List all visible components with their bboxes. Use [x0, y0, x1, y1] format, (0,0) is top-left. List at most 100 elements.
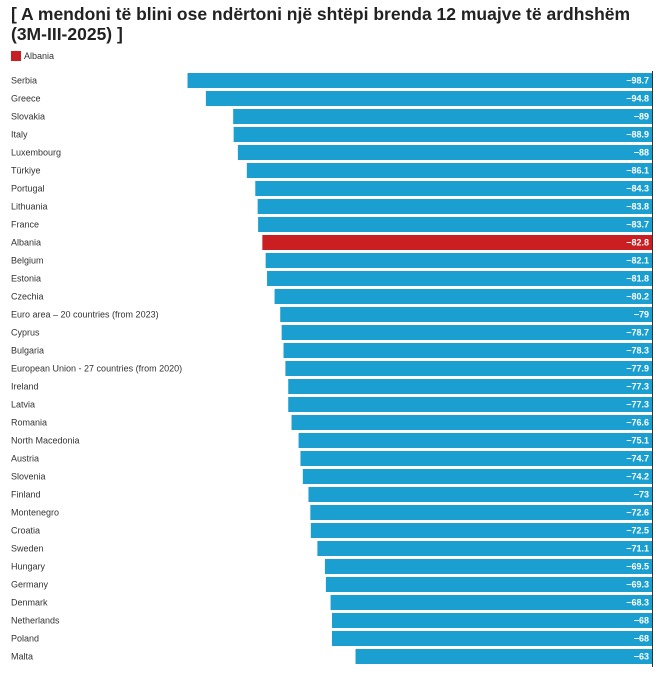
bar: [291, 415, 652, 430]
category-label: Hungary: [11, 562, 46, 572]
category-label: Latvia: [11, 400, 35, 410]
bar: [281, 325, 652, 340]
category-label: Lithuania: [11, 202, 48, 212]
data-label: −82.8: [626, 238, 649, 248]
category-label: Netherlands: [11, 616, 60, 626]
data-label: −78.3: [626, 346, 649, 356]
data-label: −89: [634, 112, 649, 122]
category-label: Montenegro: [11, 508, 59, 518]
bar: [258, 217, 652, 232]
bar: [355, 649, 652, 664]
category-label: Sweden: [11, 544, 44, 554]
bar: [274, 289, 652, 304]
category-label: Luxembourg: [11, 148, 61, 158]
category-label: Czechia: [11, 292, 44, 302]
category-label: Germany: [11, 580, 49, 590]
bar: [280, 307, 652, 322]
category-label: France: [11, 220, 39, 230]
bar: [285, 361, 652, 376]
data-label: −80.2: [626, 292, 649, 302]
bar: [317, 541, 652, 556]
data-label: −88: [634, 148, 649, 158]
bar: [257, 199, 652, 214]
category-label: Albania: [11, 238, 41, 248]
data-label: −74.7: [626, 454, 649, 464]
bar: [288, 397, 652, 412]
bar: [310, 523, 652, 538]
bar: [324, 559, 652, 574]
category-label: Türkiye: [11, 166, 41, 176]
data-label: −83.8: [626, 202, 649, 212]
data-label: −94.8: [626, 94, 649, 104]
legend-swatch-albania: [11, 51, 21, 61]
bar: [300, 451, 652, 466]
data-label: −74.2: [626, 472, 649, 482]
category-label: Belgium: [11, 256, 44, 266]
data-label: −84.3: [626, 184, 649, 194]
data-label: −82.1: [626, 256, 649, 266]
category-label: Slovakia: [11, 112, 45, 122]
bar: [255, 181, 653, 196]
data-label: −77.9: [626, 364, 649, 374]
bar: [233, 109, 652, 124]
data-label: −69.3: [626, 580, 649, 590]
data-label: −72.5: [626, 526, 649, 536]
data-label: −86.1: [626, 166, 649, 176]
category-label: Portugal: [11, 184, 45, 194]
category-label: North Macedonia: [11, 436, 80, 446]
legend: Albania: [11, 51, 54, 61]
data-label: −77.3: [626, 382, 649, 392]
category-label: Bulgaria: [11, 346, 44, 356]
bar: [262, 235, 652, 250]
category-label: European Union - 27 countries (from 2020…: [11, 364, 182, 374]
legend-label-albania: Albania: [24, 51, 55, 61]
data-label: −68: [634, 616, 649, 626]
bar: [310, 505, 652, 520]
bar: [283, 343, 652, 358]
bar: [298, 433, 652, 448]
bar: [267, 271, 652, 286]
data-label: −81.8: [626, 274, 649, 284]
data-label: −73: [634, 490, 649, 500]
bar: [330, 595, 652, 610]
bar: [331, 613, 652, 628]
data-label: −83.7: [626, 220, 649, 230]
data-label: −71.1: [626, 544, 649, 554]
category-label: Croatia: [11, 526, 40, 536]
category-label: Denmark: [11, 598, 48, 608]
data-label: −79: [634, 310, 649, 320]
data-label: −75.1: [626, 436, 649, 446]
bar: [265, 253, 652, 268]
category-label: Euro area – 20 countries (from 2023): [11, 310, 159, 320]
bar: [237, 145, 652, 160]
category-label: Finland: [11, 490, 41, 500]
category-label: Romania: [11, 418, 47, 428]
category-label: Cyprus: [11, 328, 40, 338]
category-label: Italy: [11, 130, 28, 140]
data-label: −78.7: [626, 328, 649, 338]
category-label: Estonia: [11, 274, 41, 284]
category-label: Greece: [11, 94, 41, 104]
data-label: −63: [634, 652, 649, 662]
data-label: −72.6: [626, 508, 649, 518]
bar: [205, 91, 652, 106]
category-label: Austria: [11, 454, 39, 464]
category-label: Malta: [11, 652, 33, 662]
bar: [308, 487, 652, 502]
bar: [246, 163, 652, 178]
data-label: −88.9: [626, 130, 649, 140]
bar: [325, 577, 652, 592]
data-label: −68.3: [626, 598, 649, 608]
bar: [302, 469, 652, 484]
bar: [233, 127, 652, 142]
category-label: Poland: [11, 634, 39, 644]
category-label: Serbia: [11, 76, 37, 86]
data-label: −98.7: [626, 76, 649, 86]
category-label: Ireland: [11, 382, 39, 392]
data-label: −69.5: [626, 562, 649, 572]
data-label: −77.3: [626, 400, 649, 410]
bar: [331, 631, 652, 646]
category-label: Slovenia: [11, 472, 46, 482]
data-label: −76.6: [626, 418, 649, 428]
